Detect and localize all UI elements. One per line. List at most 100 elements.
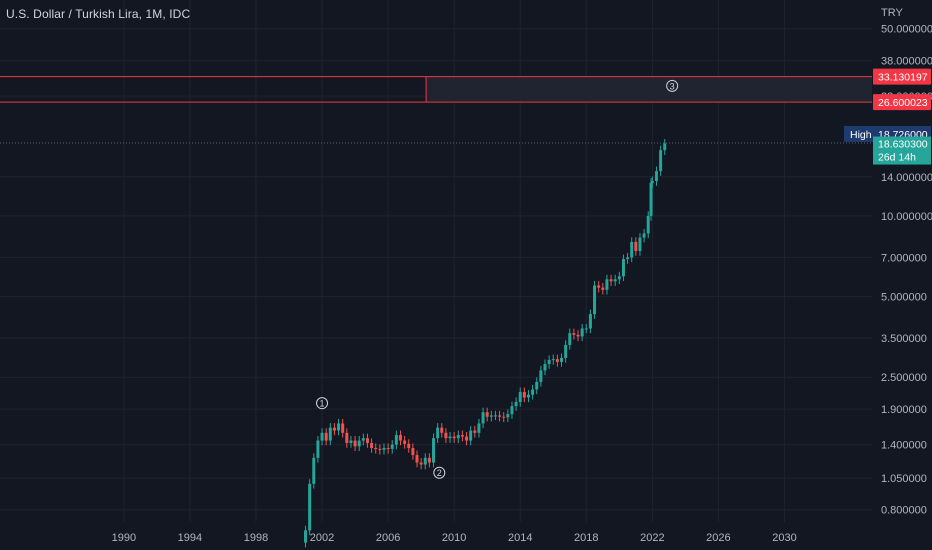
zone-fill[interactable] (426, 76, 872, 103)
candle-body (621, 259, 625, 277)
x-tick-label: 1994 (178, 532, 202, 544)
y-tick-label: 1.050000 (881, 473, 927, 485)
wave-label: 1 (320, 399, 325, 409)
candle-body (593, 285, 597, 315)
x-tick-label: 2030 (772, 532, 796, 544)
candle-body (423, 457, 427, 465)
candle-body (411, 448, 415, 456)
candle-body (345, 432, 349, 443)
candle-body (646, 215, 650, 234)
zone-top-price-tag: 33.130197 (873, 68, 931, 85)
candle-body (551, 359, 555, 361)
candle-body (663, 143, 667, 151)
candle-body (432, 438, 436, 463)
candle-body (502, 416, 506, 418)
candle-body (634, 241, 638, 251)
candle-body (584, 328, 588, 330)
y-tick-label: 50.000000 (881, 24, 932, 36)
candle-body (649, 182, 653, 216)
x-tick-label: 2010 (442, 532, 466, 544)
candle-body (630, 241, 634, 258)
high-tag-label: High (850, 129, 872, 141)
candle-body (382, 448, 386, 450)
wave-label: 2 (437, 468, 442, 478)
candle-body (374, 448, 378, 450)
candle-body (473, 430, 477, 433)
candle-body (539, 370, 543, 382)
zone-bottom-price-tag-bg (873, 94, 931, 111)
candle-body (320, 432, 324, 441)
candle-body (407, 443, 411, 449)
candle-body (448, 436, 452, 439)
candle-body (518, 392, 522, 402)
candle-body (440, 427, 444, 433)
candle-body (324, 432, 328, 441)
candle-body (564, 344, 568, 358)
candle-body (465, 436, 469, 441)
wave-label-circle (316, 397, 329, 410)
candle-body (337, 423, 341, 431)
x-tick-label: 2014 (508, 532, 532, 544)
candle-body (415, 455, 419, 463)
y-tick-label: 2.500000 (881, 372, 927, 384)
candle-body (332, 427, 336, 431)
candle-body (576, 334, 580, 337)
candle-body (555, 359, 559, 362)
candle-body (510, 406, 514, 415)
last-price-value: 18.630300 (878, 139, 928, 151)
candle-body (444, 432, 448, 439)
zone-top-price-tag-bg (873, 68, 931, 85)
candle-body (469, 430, 473, 441)
candle-body (626, 257, 630, 260)
candle-body (419, 462, 423, 465)
candle-body (498, 415, 502, 417)
candle-body (357, 440, 361, 447)
candle-body (526, 394, 530, 398)
candle-body (427, 457, 431, 463)
x-tick-label: 2022 (640, 532, 664, 544)
zone-bottom-price-tag: 26.600023 (873, 94, 931, 111)
candle-body (617, 276, 621, 280)
candle-body (403, 440, 407, 444)
y-tick-label: 3.500000 (881, 333, 927, 345)
candle-body (638, 237, 642, 251)
wave-label-circle (433, 466, 446, 479)
candle-body (341, 423, 345, 433)
candle-body (514, 401, 518, 407)
wave-label: 3 (670, 81, 675, 91)
candle-body (568, 333, 572, 345)
candle-body (535, 381, 539, 390)
candle-body (365, 438, 369, 443)
candle-body (460, 435, 464, 437)
candle-body (659, 150, 663, 172)
y-tick-label: 1.400000 (881, 440, 927, 452)
candle-body (493, 415, 497, 417)
x-tick-label: 2002 (310, 532, 334, 544)
x-tick-label: 2018 (574, 532, 598, 544)
candle-body (522, 392, 526, 398)
candle-body (398, 435, 402, 441)
candle-body (580, 328, 584, 337)
candle-body (642, 233, 646, 238)
y-tick-label: 38.000000 (881, 56, 932, 68)
candle-body (349, 440, 353, 443)
candle-body (560, 357, 564, 362)
x-tick-label: 2026 (706, 532, 730, 544)
candle-body (436, 427, 440, 439)
candle-body (597, 285, 601, 288)
y-tick-label: 0.800000 (881, 505, 927, 517)
candle-body (485, 412, 489, 417)
candle-body (353, 440, 357, 447)
candle-body (456, 435, 460, 439)
y-tick-label: 10.000000 (881, 211, 932, 223)
x-tick-label: 1990 (112, 532, 136, 544)
x-tick-label: 1998 (244, 532, 268, 544)
y-tick-label: 5.000000 (881, 292, 927, 304)
candle-body (386, 448, 390, 450)
candle-body (613, 279, 617, 282)
candle-body (308, 483, 312, 531)
candle-body (654, 171, 658, 182)
candle-body (390, 444, 394, 449)
